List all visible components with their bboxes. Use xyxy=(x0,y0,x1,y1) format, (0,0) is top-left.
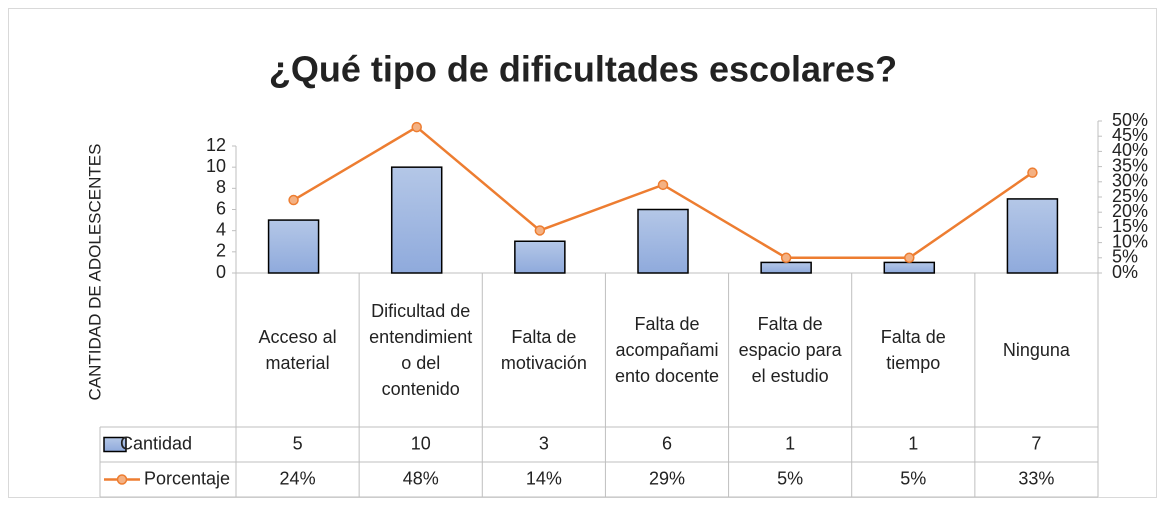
x-tick-label: Dificultad de entendimiento del contenid… xyxy=(369,301,473,399)
y-tick-label: 6 xyxy=(216,198,226,218)
bar xyxy=(760,261,812,274)
bar xyxy=(1006,198,1059,274)
y2-tick-label: 50% xyxy=(1112,110,1148,130)
x-tick-label: Falta de motivación xyxy=(500,327,587,373)
table-value: 5% xyxy=(900,468,926,488)
x-tick-label: Ninguna xyxy=(1002,340,1070,360)
table-value: 14% xyxy=(526,468,562,488)
legend-label: Cantidad xyxy=(120,433,192,453)
y2-tick-label: 40% xyxy=(1112,140,1148,160)
x-tick-label: Falta de tiempo xyxy=(880,327,946,373)
table-value: 1 xyxy=(908,433,918,453)
table-value: 48% xyxy=(403,468,439,488)
bar xyxy=(390,166,443,274)
y-tick-label: 8 xyxy=(216,177,226,197)
line-marker xyxy=(780,252,792,264)
line-marker xyxy=(904,252,915,264)
legend-label: Porcentaje xyxy=(144,468,230,488)
line-marker xyxy=(288,194,299,206)
table-value: 7 xyxy=(1031,433,1041,453)
y2-tick-label: 35% xyxy=(1112,155,1148,175)
table-value: 33% xyxy=(1018,468,1054,488)
y-tick-label: 0 xyxy=(216,262,226,282)
bar xyxy=(267,219,320,274)
line-marker xyxy=(534,225,546,236)
y2-tick-label: 0% xyxy=(1112,262,1138,282)
y2-tick-label: 20% xyxy=(1112,201,1148,221)
table-value: 29% xyxy=(649,468,685,488)
table-value: 10 xyxy=(411,433,431,453)
x-tick-label: Acceso al material xyxy=(258,327,337,373)
legend-key-marker xyxy=(116,474,128,485)
y2-tick-label: 25% xyxy=(1112,186,1148,206)
bar xyxy=(883,261,936,274)
x-tick-label: Falta de espacio para el estudio xyxy=(738,314,842,386)
y2-tick-label: 5% xyxy=(1112,247,1138,267)
line-marker xyxy=(411,121,422,133)
legend-key xyxy=(103,436,127,453)
table-value: 3 xyxy=(539,433,549,453)
line-marker xyxy=(1027,167,1038,178)
table-value: 5% xyxy=(777,468,803,488)
y-tick-label: 12 xyxy=(206,135,226,155)
x-tick-label: Falta de acompañamiento docente xyxy=(614,314,720,386)
y2-tick-label: 10% xyxy=(1112,231,1148,251)
bar xyxy=(637,208,689,274)
y2-tick-label: 15% xyxy=(1112,216,1148,236)
y-tick-label: 10 xyxy=(206,156,226,176)
y-tick-label: 4 xyxy=(216,219,226,239)
bar xyxy=(514,240,566,274)
table-value: 6 xyxy=(662,433,672,453)
chart-title: ¿Qué tipo de dificultades escolares? xyxy=(269,49,897,90)
table-value: 24% xyxy=(280,468,316,488)
y2-tick-label: 45% xyxy=(1112,125,1148,145)
y2-tick-label: 30% xyxy=(1112,171,1148,191)
y-tick-label: 2 xyxy=(216,241,226,261)
table-value: 5 xyxy=(293,433,303,453)
table-value: 1 xyxy=(785,433,795,453)
line-marker xyxy=(657,179,669,191)
y-axis-title: CANTIDAD DE ADOLESCENTES xyxy=(85,144,104,401)
